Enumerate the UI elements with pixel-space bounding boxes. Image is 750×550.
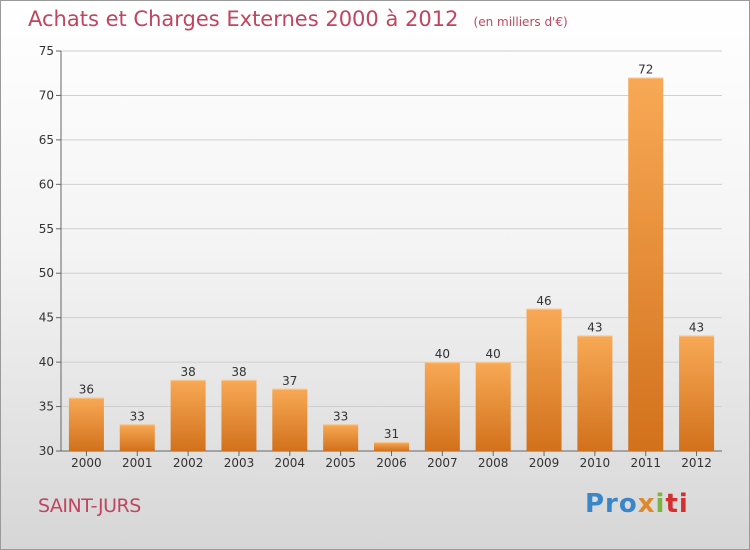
logo-part-4: ti <box>665 489 689 519</box>
x-tick-label: 2011 <box>630 456 661 470</box>
bar <box>475 362 511 451</box>
x-tick-label: 2007 <box>427 456 458 470</box>
x-tick-label: 2001 <box>122 456 153 470</box>
x-tick-label: 2005 <box>325 456 356 470</box>
logo-part-1: Pro <box>585 489 638 519</box>
y-tick-label: 45 <box>39 311 54 325</box>
data-label: 37 <box>282 374 297 388</box>
data-label: 36 <box>79 383 94 397</box>
data-label: 38 <box>180 365 195 379</box>
data-label: 33 <box>333 409 348 423</box>
data-label: 46 <box>536 294 551 308</box>
y-tick-label: 30 <box>39 444 54 458</box>
data-label: 40 <box>486 347 501 361</box>
bar-layer <box>68 77 715 452</box>
bar <box>272 388 308 451</box>
chart-title: Achats et Charges Externes 2000 à 2012 <box>28 7 459 31</box>
y-tick-label: 55 <box>39 222 54 236</box>
y-tick-label: 35 <box>39 400 54 414</box>
x-tick-label: 2003 <box>224 456 255 470</box>
y-tick-label: 65 <box>39 133 54 147</box>
bar <box>628 77 664 452</box>
bar <box>679 335 715 451</box>
bar <box>68 397 104 451</box>
label-layer: 36 33 38 38 37 33 31 40 40 46 43 72 43 <box>79 63 704 441</box>
commune-name: SAINT-JURS <box>38 495 141 517</box>
bar <box>119 424 155 451</box>
bar <box>323 424 359 451</box>
data-label: 43 <box>689 320 704 334</box>
data-label: 33 <box>130 409 145 423</box>
data-label: 31 <box>384 427 399 441</box>
bar <box>170 379 206 451</box>
y-tick-label: 70 <box>39 88 54 102</box>
data-label: 38 <box>231 365 246 379</box>
y-tick-label: 75 <box>39 44 54 58</box>
x-tick-label: 2012 <box>681 456 712 470</box>
x-tick-label: 2006 <box>376 456 407 470</box>
bar <box>526 308 562 451</box>
proxiti-logo: Proxiti <box>585 489 689 519</box>
x-tick-label: 2004 <box>275 456 306 470</box>
logo-part-3: i <box>655 489 666 519</box>
bar <box>374 442 409 451</box>
chart-subtitle: (en milliers d'€) <box>473 15 568 29</box>
data-label: 43 <box>587 320 602 334</box>
x-tick-label: 2002 <box>173 456 204 470</box>
x-tick-label: 2009 <box>529 456 560 470</box>
x-tick-label: 2000 <box>71 456 102 470</box>
x-tick-label: 2010 <box>580 456 611 470</box>
y-tick-label: 40 <box>39 355 54 369</box>
data-label: 40 <box>435 347 450 361</box>
y-tick-label: 60 <box>39 177 54 191</box>
logo-part-2: x <box>637 489 656 519</box>
y-tick-label: 50 <box>39 266 54 280</box>
x-tick-label: 2008 <box>478 456 509 470</box>
bar <box>577 335 613 451</box>
axis-layer: 30 35 40 45 50 55 60 65 70 75 2000 2001 2002 2003 2004… <box>39 44 722 470</box>
grid-layer <box>61 50 722 408</box>
bar <box>424 362 460 451</box>
data-label: 72 <box>638 63 653 77</box>
title-row: Achats et Charges Externes 2000 à 2012 (… <box>28 7 568 31</box>
bar <box>221 379 257 451</box>
